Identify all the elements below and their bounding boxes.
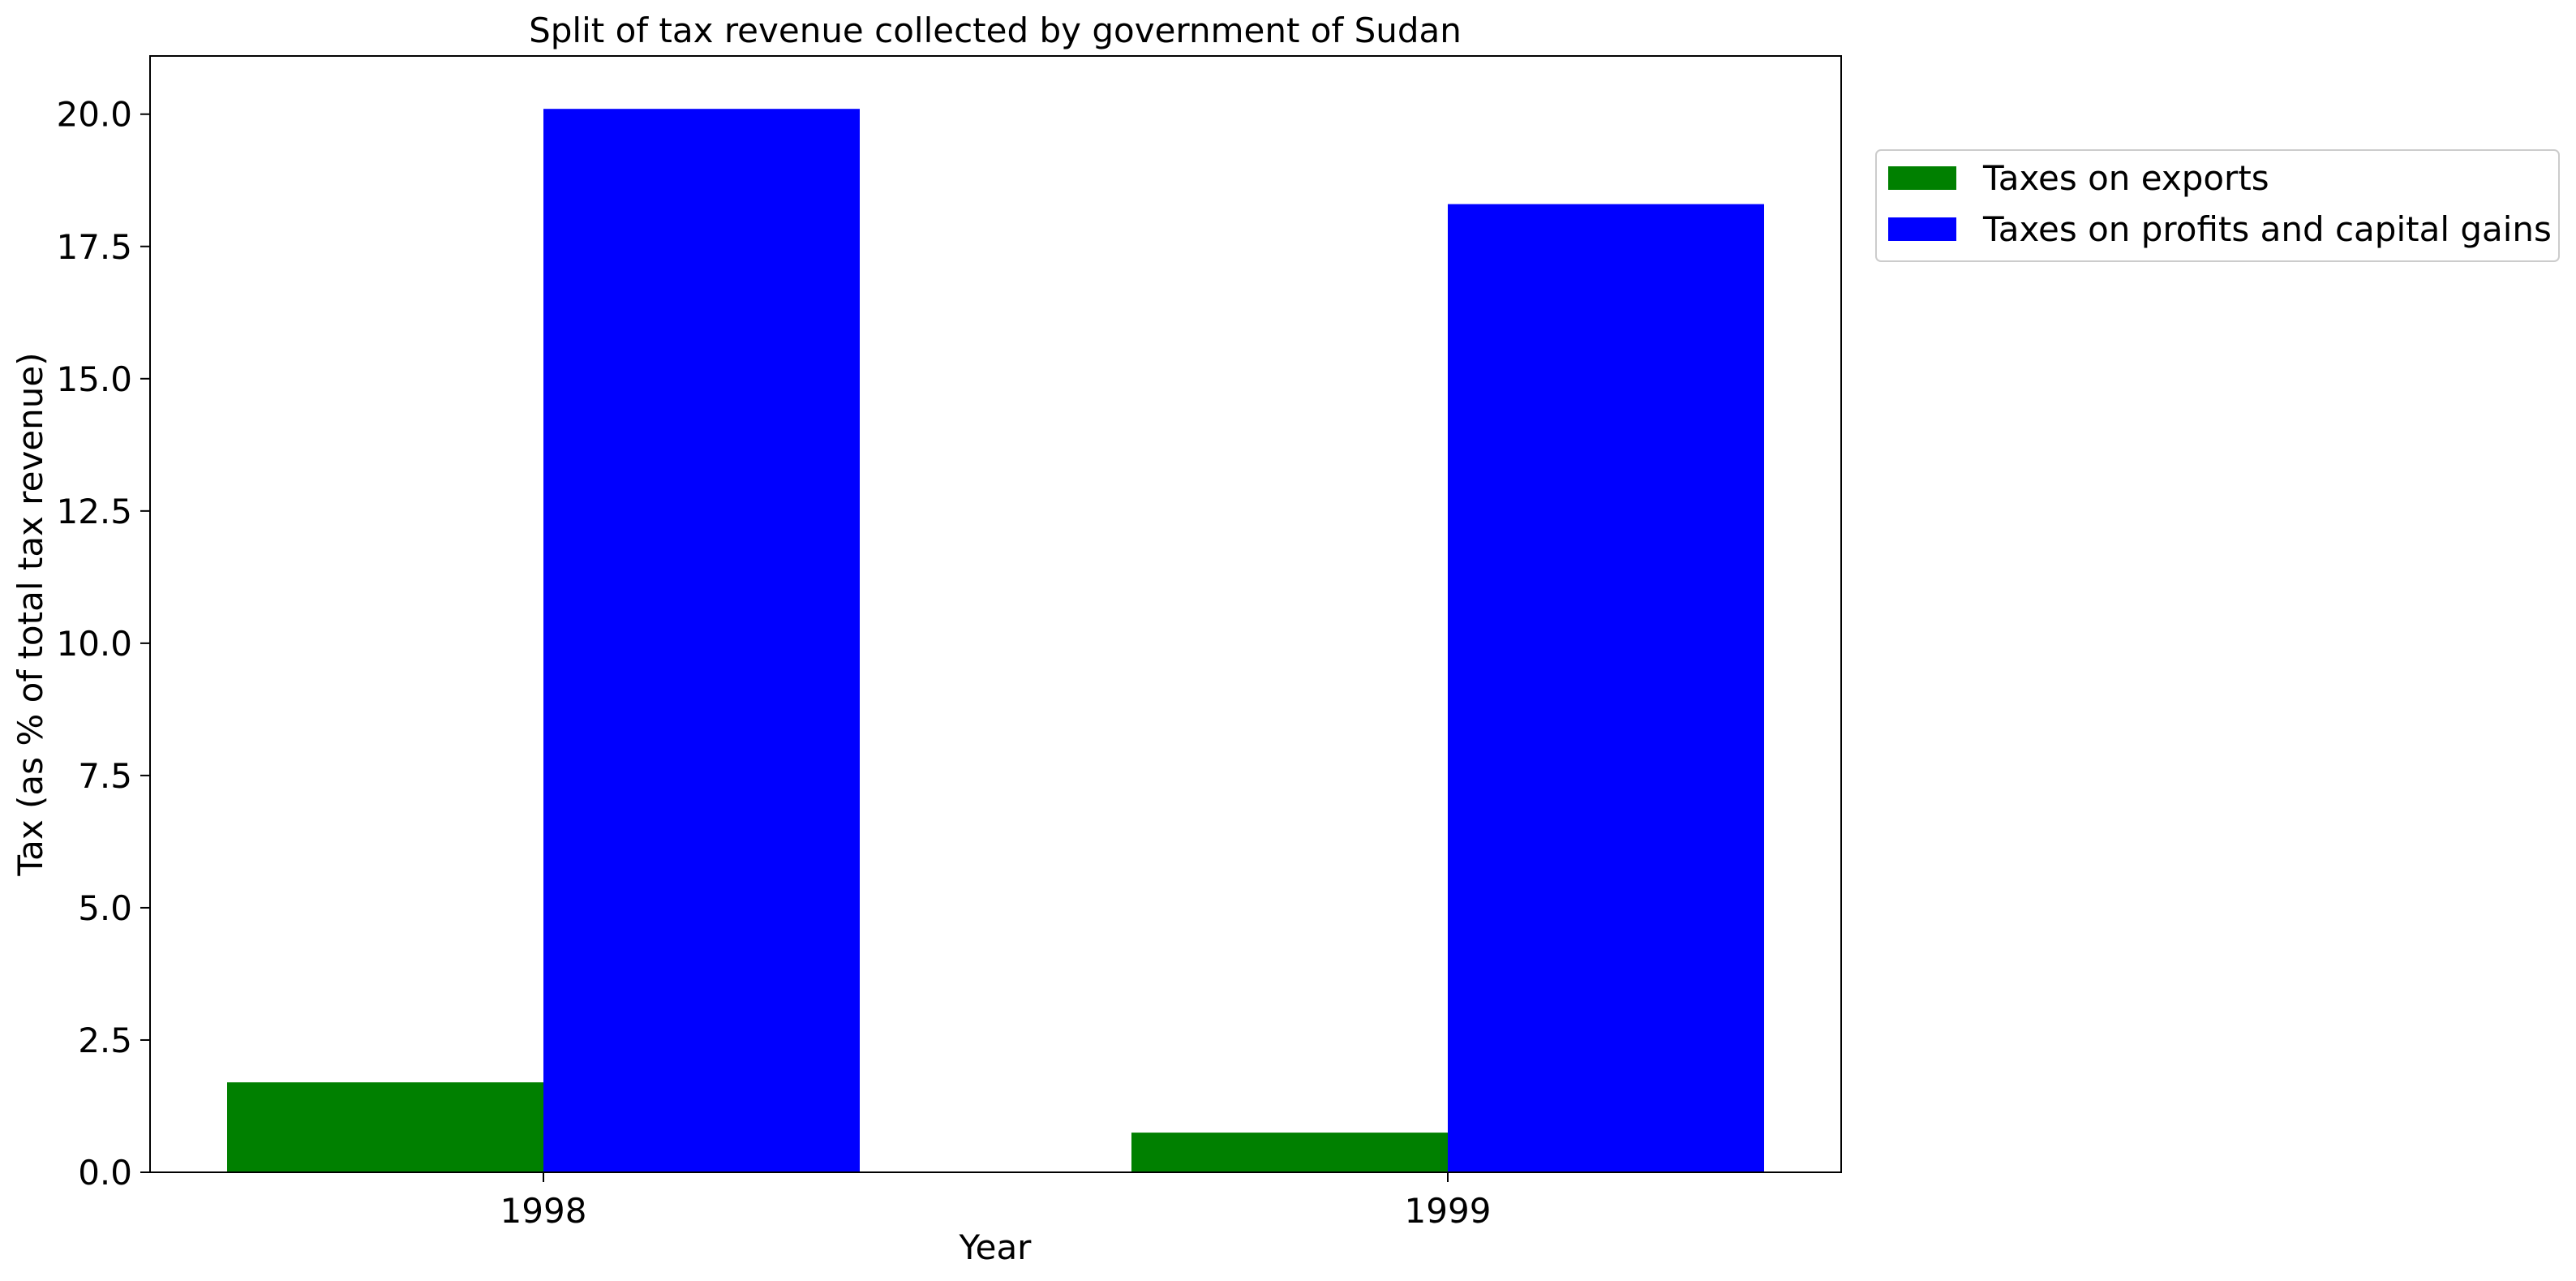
chart-title: Split of tax revenue collected by govern… xyxy=(529,11,1462,50)
y-tick-label: 12.5 xyxy=(56,492,132,531)
legend-label-taxes-on-profits: Taxes on profits and capital gains xyxy=(1982,209,2552,249)
legend-label-taxes-on-exports: Taxes on exports xyxy=(1982,158,2269,198)
y-tick-label: 20.0 xyxy=(56,95,132,135)
x-tick-label-1998: 1998 xyxy=(500,1191,587,1231)
bar-exports-1998 xyxy=(227,1082,543,1172)
y-tick-label: 10.0 xyxy=(56,624,132,664)
x-tick-label-1999: 1999 xyxy=(1405,1191,1492,1231)
y-tick-label: 2.5 xyxy=(78,1021,132,1060)
y-axis-label: Tax (as % of total tax revenue) xyxy=(11,352,50,876)
y-tick-label: 7.5 xyxy=(78,756,132,796)
x-axis: 1998 1999 xyxy=(500,1172,1492,1231)
y-axis: 0.0 2.5 5.0 7.5 10.0 12.5 15.0 17.5 20.0 xyxy=(56,95,150,1193)
y-tick-label: 17.5 xyxy=(56,227,132,267)
y-tick-label: 0.0 xyxy=(78,1153,132,1193)
bars-group xyxy=(227,109,1764,1173)
bar-profits-1999 xyxy=(1448,204,1764,1172)
legend: Taxes on exports Taxes on profits and ca… xyxy=(1875,149,2560,262)
y-tick-label: 5.0 xyxy=(78,888,132,928)
legend-swatch-taxes-on-profits xyxy=(1888,217,1956,241)
legend-frame xyxy=(1875,149,2560,262)
x-axis-label: Year xyxy=(959,1227,1033,1267)
bar-exports-1999 xyxy=(1131,1133,1448,1172)
legend-swatch-taxes-on-exports xyxy=(1888,166,1956,190)
y-tick-label: 15.0 xyxy=(56,359,132,399)
plot-area-frame xyxy=(149,55,1842,1173)
bar-profits-1998 xyxy=(543,109,860,1173)
